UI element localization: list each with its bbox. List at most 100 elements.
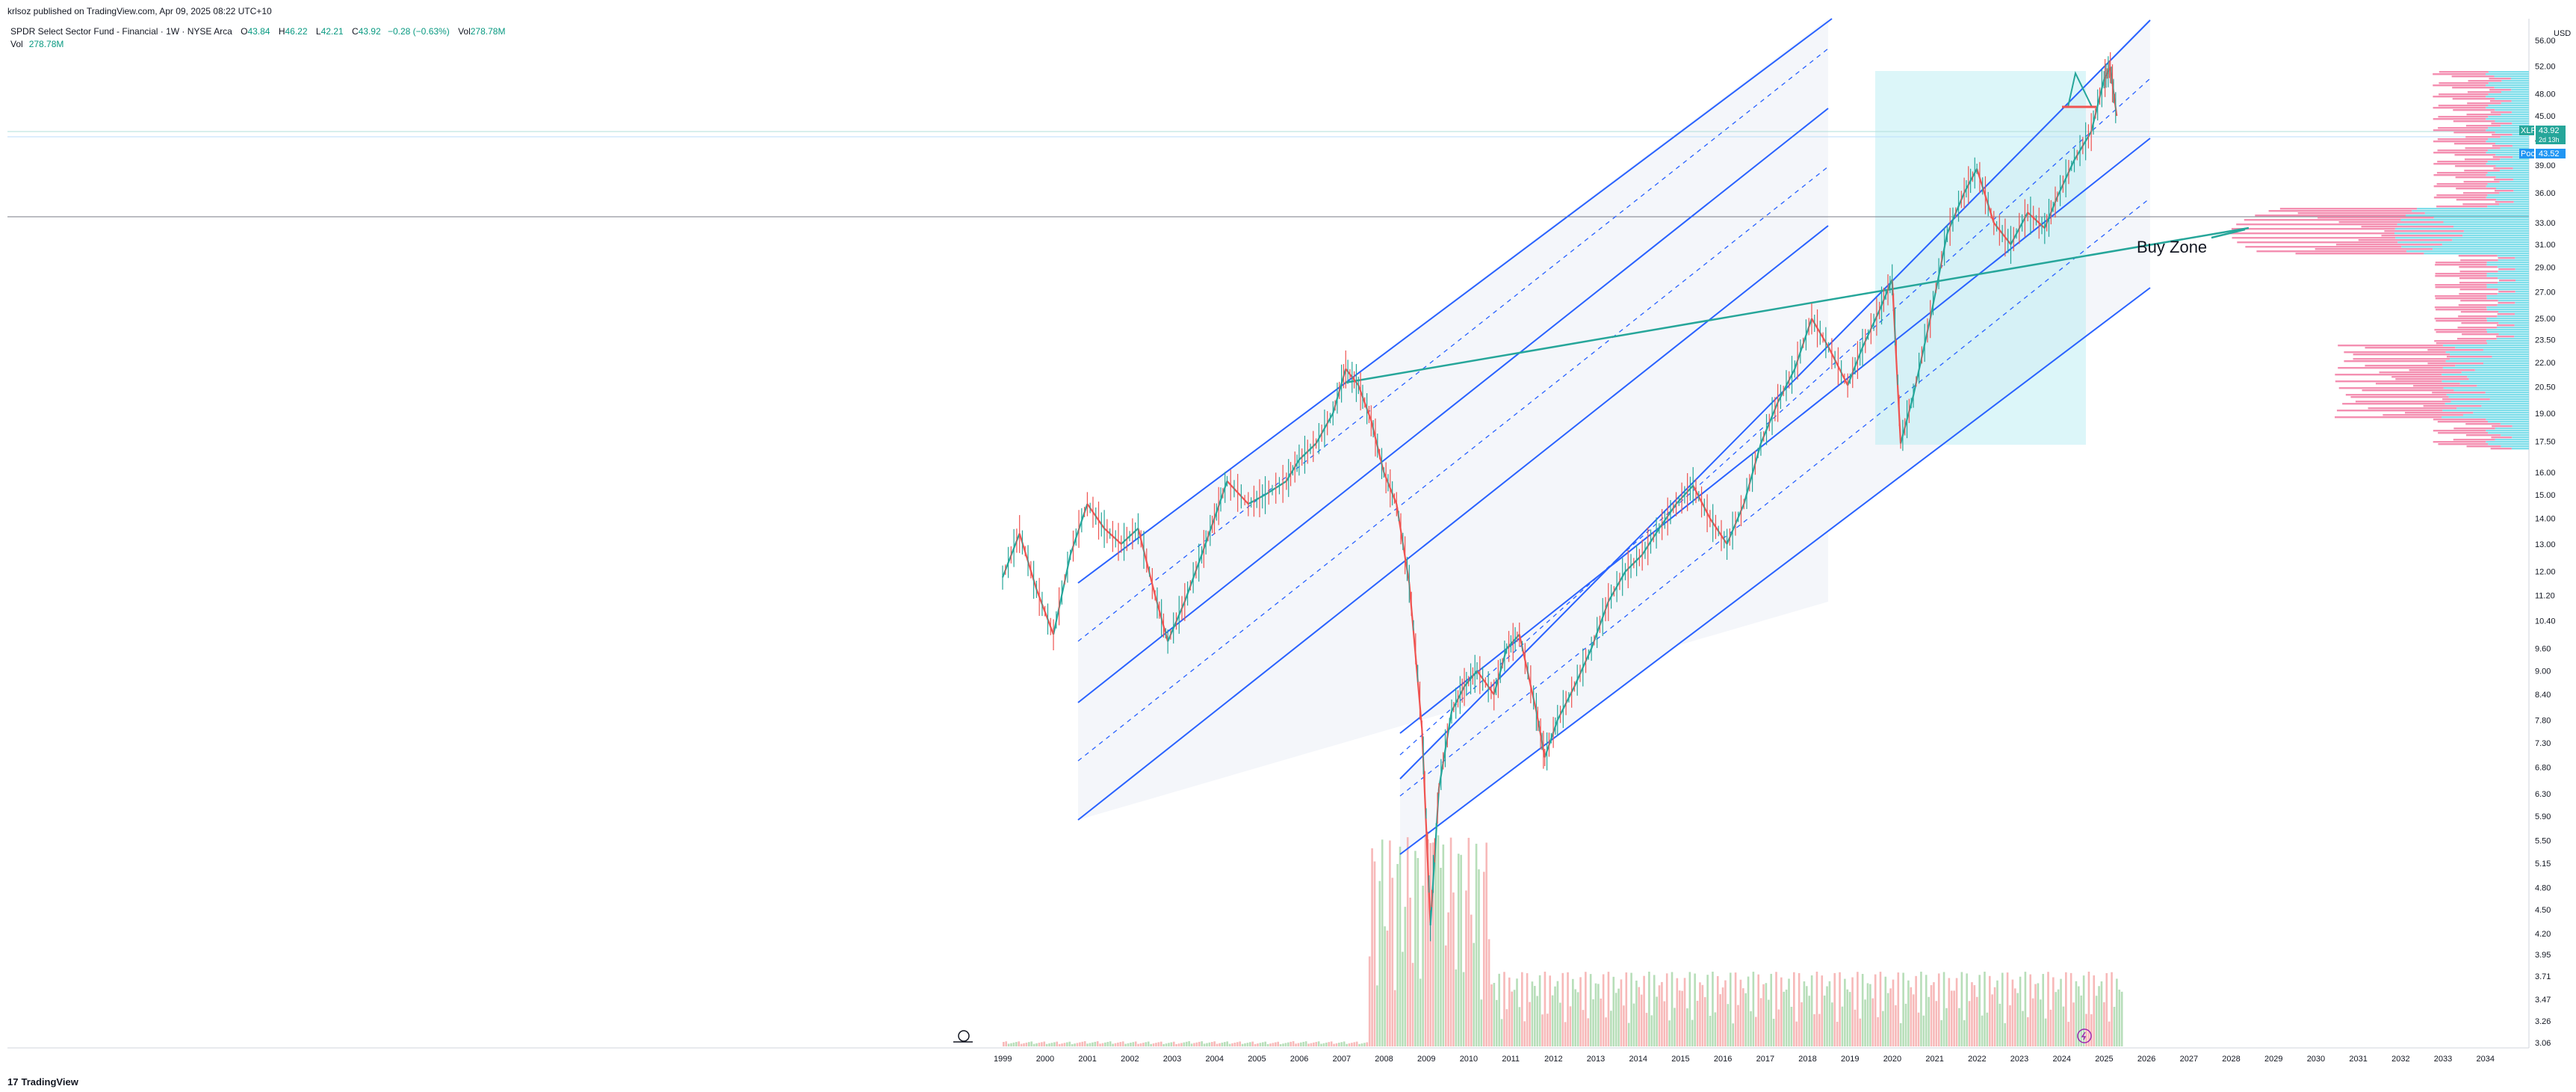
profile-bar-down bbox=[2405, 412, 2474, 414]
volume-bar bbox=[1457, 854, 1460, 1046]
volume-bar bbox=[2034, 984, 2037, 1046]
profile-bar-down bbox=[2452, 87, 2495, 89]
volume-bar bbox=[1998, 1003, 2001, 1046]
profile-bar-up bbox=[2497, 304, 2529, 306]
x-tick-label: 2008 bbox=[1375, 1055, 1393, 1064]
profile-bar-up bbox=[2442, 374, 2529, 376]
profile-bar-down bbox=[2435, 262, 2487, 264]
volume-bar bbox=[1139, 1043, 1142, 1046]
profile-bar-up bbox=[2445, 360, 2529, 363]
channel-1-lower bbox=[1077, 225, 1829, 821]
resistance-trend-line bbox=[1344, 226, 2250, 384]
profile-bar-down bbox=[2413, 385, 2477, 387]
volume-bar bbox=[1239, 1041, 1241, 1046]
x-tick-label: 2010 bbox=[1460, 1055, 1478, 1064]
volume-bar bbox=[1772, 1019, 1775, 1046]
profile-bar-down bbox=[2434, 340, 2486, 342]
y-tick-label: 33.00 bbox=[2535, 219, 2556, 228]
y-tick-label: 3.06 bbox=[2535, 1039, 2551, 1048]
volume-bar bbox=[1500, 1019, 1503, 1046]
volume-bar bbox=[1585, 972, 1587, 1046]
profile-bar-down bbox=[2439, 82, 2489, 84]
volume-bar bbox=[1640, 994, 1643, 1046]
profile-bar-up bbox=[2443, 221, 2529, 223]
y-tick-label: 5.15 bbox=[2535, 860, 2551, 869]
profile-bar-up bbox=[2485, 392, 2529, 394]
volume-bar bbox=[2044, 1018, 2047, 1046]
lightning-icon[interactable] bbox=[2077, 1028, 2092, 1043]
profile-bar-down bbox=[2435, 297, 2487, 300]
profile-bar-up bbox=[2496, 199, 2529, 201]
profile-bar-up bbox=[2400, 219, 2529, 221]
profile-bar-up bbox=[2500, 423, 2529, 425]
channel-2-middle bbox=[1399, 138, 2151, 734]
volume-bar bbox=[1317, 1041, 1320, 1046]
volume-bar bbox=[1482, 872, 1485, 1046]
volume-bar bbox=[1121, 1041, 1124, 1046]
volume-bar bbox=[1376, 985, 1378, 1046]
volume-bar bbox=[1264, 1041, 1267, 1046]
volume-bar bbox=[1968, 1001, 1971, 1046]
profile-bar-down bbox=[2350, 396, 2449, 398]
volume-bar bbox=[1012, 1042, 1015, 1046]
tradingview-footer[interactable]: 17 TradingView bbox=[7, 1076, 78, 1088]
volume-bar bbox=[1716, 975, 1719, 1046]
volume-bar bbox=[1544, 972, 1546, 1046]
volume-bar bbox=[1099, 1043, 1101, 1046]
volume-bar bbox=[1505, 1009, 1508, 1046]
volume-bar bbox=[1429, 842, 1432, 1046]
volume-bar bbox=[1180, 1043, 1183, 1046]
profile-bar-up bbox=[2511, 111, 2529, 114]
profile-bar-up bbox=[2461, 371, 2529, 374]
profile-bar-up bbox=[2501, 114, 2529, 116]
profile-bar-down bbox=[2256, 250, 2406, 253]
volume-bar bbox=[2040, 999, 2042, 1046]
volume-bar bbox=[1668, 1020, 1671, 1046]
x-tick-label: 1999 bbox=[994, 1055, 1012, 1064]
volume-bar bbox=[2067, 1022, 2070, 1046]
profile-bar-up bbox=[2497, 255, 2529, 257]
volume-bar bbox=[1513, 990, 1516, 1046]
volume-bar bbox=[1556, 981, 1559, 1046]
volume-bar bbox=[1691, 1019, 1694, 1046]
volume-bar bbox=[1732, 1023, 1734, 1046]
profile-bar-up bbox=[2496, 338, 2529, 340]
profile-bar-up bbox=[2498, 333, 2529, 336]
volume-bar bbox=[1882, 1011, 1884, 1046]
profile-bar-up bbox=[2488, 432, 2529, 434]
profile-bar-up bbox=[2448, 396, 2529, 398]
profile-bar-down bbox=[2353, 354, 2450, 356]
volume-bar bbox=[1630, 972, 1632, 1046]
volume-bar bbox=[1879, 972, 1882, 1046]
profile-bar-up bbox=[2450, 354, 2529, 356]
profile-bar-up bbox=[2498, 322, 2529, 324]
volume-bar bbox=[2111, 972, 2113, 1046]
y-tick-label: 5.90 bbox=[2535, 812, 2551, 821]
profile-bar-up bbox=[2514, 324, 2529, 327]
profile-bar-down bbox=[2459, 271, 2498, 273]
volume-bar bbox=[1549, 975, 1552, 1046]
profile-bar-down bbox=[2453, 143, 2495, 145]
y-tick-label: 11.20 bbox=[2535, 592, 2555, 601]
x-tick-label: 2002 bbox=[1121, 1055, 1139, 1064]
profile-bar-up bbox=[2453, 389, 2529, 392]
profile-bar-up bbox=[2481, 405, 2529, 407]
channel-2-dash-b bbox=[1399, 197, 2151, 797]
volume-bar bbox=[1188, 1041, 1190, 1046]
volume-bar bbox=[1815, 972, 1818, 1046]
profile-bar-up bbox=[2486, 329, 2529, 331]
profile-bar-up bbox=[2500, 158, 2529, 161]
y-tick-label: 13.00 bbox=[2535, 540, 2556, 549]
profile-bar-down bbox=[2342, 403, 2445, 405]
volume-bar bbox=[1846, 989, 1849, 1046]
volume-bar bbox=[1605, 1017, 1607, 1046]
profile-bar-down bbox=[2395, 378, 2469, 380]
profile-bar-up bbox=[2486, 309, 2529, 311]
volume-bar bbox=[1032, 1043, 1035, 1046]
profile-bar-down bbox=[2368, 407, 2457, 410]
profile-bar-down bbox=[2432, 392, 2486, 394]
profile-bar-up bbox=[2433, 248, 2529, 250]
profile-bar-down bbox=[2435, 273, 2487, 275]
profile-bar-up bbox=[2512, 123, 2529, 125]
